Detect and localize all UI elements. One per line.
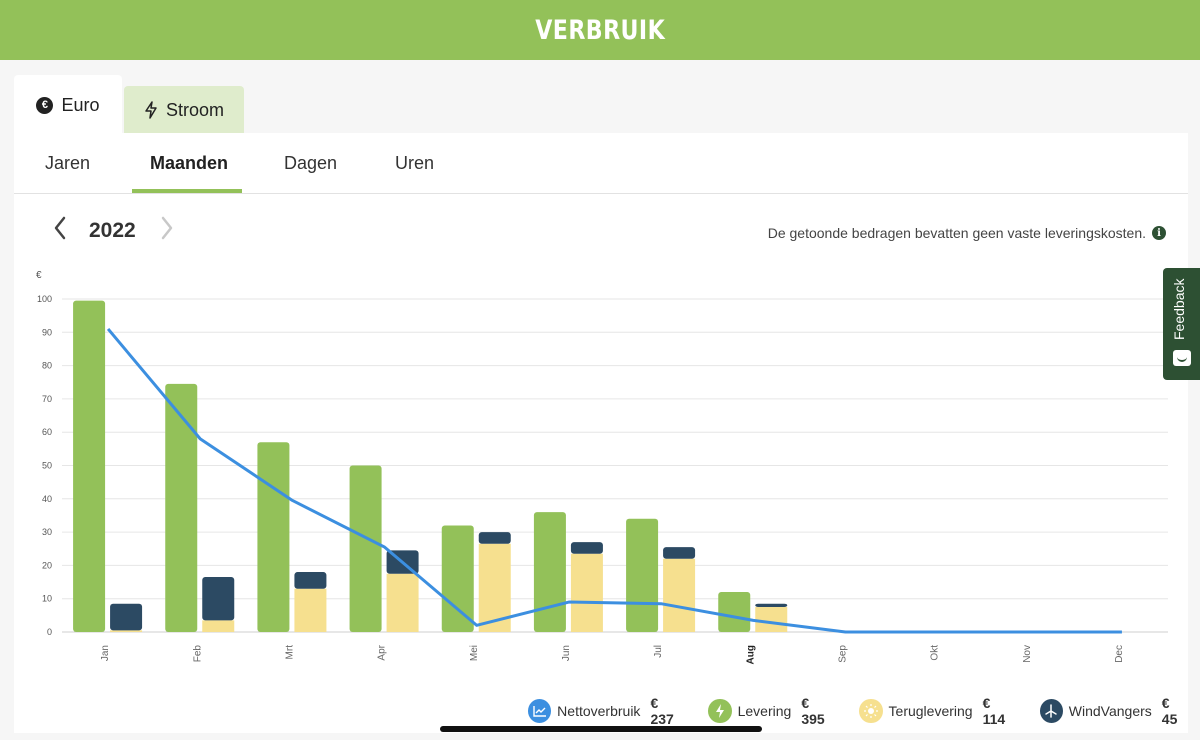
bar-teruglevering — [755, 607, 788, 632]
bar-levering — [165, 383, 198, 632]
y-tick-label: 90 — [42, 327, 52, 337]
page-title: VERBRUIK — [535, 14, 665, 46]
feedback-button[interactable]: Feedback — [1163, 268, 1200, 380]
wind-turbine-icon — [1039, 699, 1063, 723]
y-tick-label: 40 — [42, 494, 52, 504]
tab-jaren[interactable]: Jaren — [45, 153, 91, 173]
cost-note: De getoonde bedragen bevatten geen vaste… — [768, 225, 1166, 241]
bar-teruglevering — [386, 573, 419, 632]
tab-euro-label: Euro — [61, 94, 100, 115]
legend-nettoverbruik[interactable]: Nettoverbruik € 237 — [528, 695, 684, 727]
y-tick-label: 20 — [42, 560, 52, 570]
feedback-label: Feedback — [1171, 278, 1187, 340]
legend-value: € 45 — [1161, 695, 1178, 727]
y-tick-label: 80 — [42, 361, 52, 371]
legend-label: WindVangers — [1068, 703, 1152, 719]
info-icon[interactable]: i — [1152, 226, 1166, 240]
bar-levering — [718, 592, 751, 632]
lightning-icon — [145, 101, 157, 119]
bar-teruglevering — [570, 553, 603, 632]
tab-maanden[interactable]: Maanden — [150, 153, 229, 173]
bar-windvangers — [294, 572, 327, 589]
period-tabs: Jaren Maanden Dagen Uren — [14, 133, 1188, 194]
x-tick-label: Aug — [745, 645, 756, 664]
y-tick-label: 30 — [42, 527, 52, 537]
bar-windvangers — [110, 603, 143, 631]
x-tick-label: Jul — [653, 645, 664, 658]
x-tick-label: Jan — [100, 645, 111, 661]
line-chart-icon — [528, 699, 552, 723]
y-tick-label: 60 — [42, 427, 52, 437]
legend-teruglevering[interactable]: Teruglevering € 114 — [859, 695, 1015, 727]
y-tick-label: 100 — [37, 294, 52, 304]
bar-windvangers — [755, 603, 788, 608]
bar-teruglevering — [202, 620, 235, 632]
legend-label: Nettoverbruik — [557, 703, 641, 719]
bar-levering — [349, 465, 382, 632]
sun-icon — [859, 699, 883, 723]
app-header: VERBRUIK — [0, 0, 1200, 60]
selected-year: 2022 — [89, 219, 136, 242]
next-year-button[interactable] — [159, 215, 175, 241]
active-tab-indicator — [132, 189, 242, 193]
legend-value: € 237 — [650, 695, 674, 727]
lightning-icon — [708, 699, 732, 723]
chart-card: Jaren Maanden Dagen Uren 2022 De getoond… — [14, 133, 1188, 733]
chart-legend: Nettoverbruik € 237 Levering € 395 Terug… — [528, 695, 1188, 727]
bar-windvangers — [663, 547, 696, 559]
bar-windvangers — [570, 542, 603, 554]
y-tick-label: 70 — [42, 394, 52, 404]
x-tick-label: Apr — [377, 644, 388, 660]
x-tick-label: Jun — [561, 645, 572, 661]
y-tick-label: 50 — [42, 461, 52, 471]
x-tick-label: Dec — [1114, 645, 1125, 663]
y-tick-label: 10 — [42, 594, 52, 604]
bar-levering — [257, 442, 290, 632]
bar-levering — [441, 525, 474, 632]
bar-levering — [626, 518, 659, 632]
tab-dagen[interactable]: Dagen — [284, 153, 338, 173]
home-indicator — [440, 726, 762, 732]
x-tick-label: Okt — [930, 645, 941, 661]
legend-windvangers[interactable]: WindVangers € 45 — [1039, 695, 1188, 727]
tab-stroom-label: Stroom — [165, 99, 225, 120]
legend-levering[interactable]: Levering € 395 — [708, 695, 835, 727]
consumption-chart: €0 10 20 30 40 50 60 70 80 90 100 Jan Feb Mrt Apr Mei Ju… — [36, 270, 1168, 664]
x-tick-label: Nov — [1022, 645, 1033, 663]
x-tick-label: Feb — [192, 645, 203, 663]
tab-stroom[interactable]: Stroom — [124, 86, 244, 134]
bar-levering — [73, 300, 106, 632]
bar-teruglevering — [110, 630, 143, 632]
legend-value: € 395 — [801, 695, 825, 727]
x-tick-label: Mei — [469, 645, 480, 661]
bar-windvangers — [202, 577, 235, 621]
legend-label: Teruglevering — [888, 703, 973, 719]
bar-levering — [533, 512, 566, 632]
x-tick-label: Sep — [837, 645, 848, 663]
cost-note-text: De getoonde bedragen bevatten geen vaste… — [767, 225, 1146, 241]
previous-year-button[interactable] — [52, 215, 68, 241]
bar-teruglevering — [294, 588, 327, 632]
x-tick-label: Mrt — [284, 645, 295, 660]
bar-windvangers — [478, 532, 511, 544]
line-nettoverbruik — [106, 328, 1122, 634]
legend-value: € 114 — [982, 695, 1006, 727]
y-axis-label: € — [36, 270, 42, 281]
bar-teruglevering — [663, 558, 696, 632]
legend-label: Levering — [737, 703, 792, 719]
y-tick-label: 0 — [47, 627, 52, 637]
tab-euro[interactable]: € Euro — [14, 75, 122, 135]
smiley-icon — [1173, 350, 1191, 366]
tab-uren[interactable]: Uren — [395, 153, 435, 173]
euro-icon: € — [36, 96, 54, 114]
